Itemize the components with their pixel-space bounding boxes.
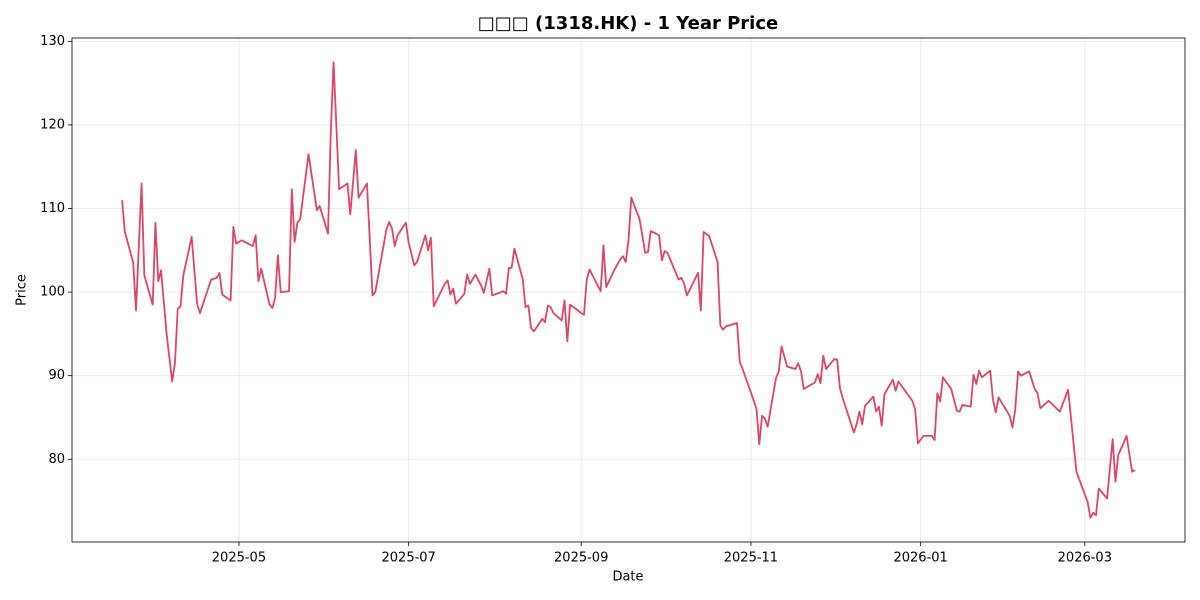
x-tick-label: 2026-01 bbox=[893, 551, 947, 566]
y-tick-label: 80 bbox=[48, 452, 65, 467]
y-tick-label: 110 bbox=[40, 201, 65, 216]
x-tick-label: 2025-09 bbox=[554, 551, 608, 566]
plot-frame bbox=[71, 37, 1186, 543]
y-axis-label: Price bbox=[15, 274, 30, 306]
y-tick-label: 100 bbox=[40, 285, 65, 300]
y-tick-label: 130 bbox=[40, 34, 65, 49]
x-axis-label: Date bbox=[612, 570, 643, 585]
x-tick-label: 2026-03 bbox=[1058, 551, 1112, 566]
y-tick-label: 120 bbox=[40, 117, 65, 132]
chart-title: □□□ (1318.HK) - 1 Year Price bbox=[478, 13, 778, 34]
y-tick-label: 90 bbox=[48, 368, 65, 383]
x-tick-label: 2025-05 bbox=[212, 551, 266, 566]
x-tick-label: 2025-11 bbox=[724, 551, 778, 566]
x-tick-label: 2025-07 bbox=[382, 551, 436, 566]
price-line bbox=[121, 61, 1136, 519]
